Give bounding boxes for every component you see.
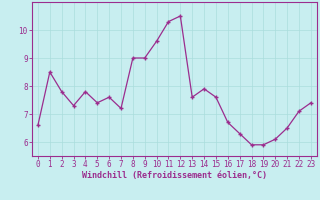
- X-axis label: Windchill (Refroidissement éolien,°C): Windchill (Refroidissement éolien,°C): [82, 171, 267, 180]
